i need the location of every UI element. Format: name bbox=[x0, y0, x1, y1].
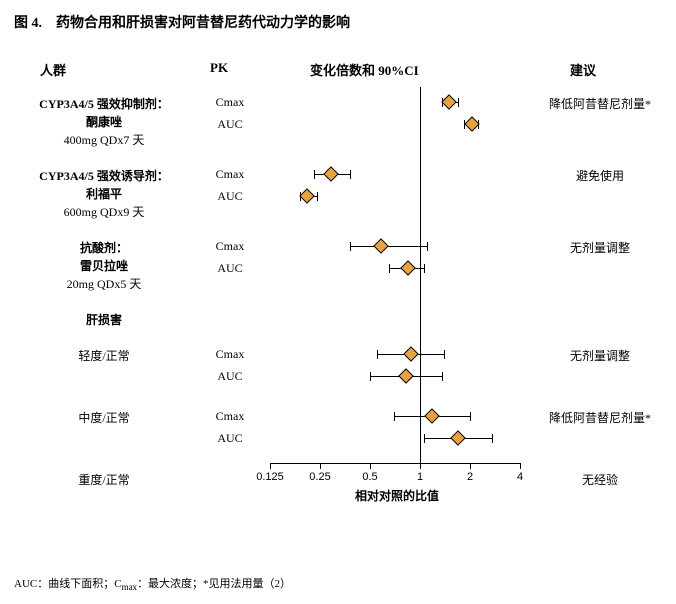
point-marker-diamond bbox=[424, 408, 440, 424]
group-label-line: 重度/正常 bbox=[14, 471, 194, 488]
pk-label: AUC bbox=[205, 261, 255, 276]
advice-label: 无经验 bbox=[535, 471, 665, 488]
x-tick bbox=[270, 463, 271, 469]
point-marker-diamond bbox=[373, 238, 389, 254]
col-pk: PK bbox=[210, 60, 228, 76]
advice-label: 无剂量调整 bbox=[535, 347, 665, 364]
pk-label: Cmax bbox=[205, 409, 255, 424]
group-label-line: 雷贝拉唑 bbox=[14, 257, 194, 274]
group-label-line: 利福平 bbox=[14, 185, 194, 202]
footnote: AUC：曲线下面积；Cmax：最大浓度；*见用法用量（2） bbox=[14, 575, 291, 592]
x-tick bbox=[470, 463, 471, 469]
ci-cap bbox=[442, 372, 443, 381]
ci-cap bbox=[370, 372, 371, 381]
ci-cap bbox=[389, 264, 390, 273]
group-label-line: 抗酸剂： bbox=[14, 239, 194, 256]
pk-label: AUC bbox=[205, 431, 255, 446]
group-label-line: 肝损害 bbox=[14, 311, 194, 328]
ci-cap bbox=[444, 350, 445, 359]
point-marker-diamond bbox=[450, 430, 466, 446]
pk-label: Cmax bbox=[205, 167, 255, 182]
advice-label: 无剂量调整 bbox=[535, 239, 665, 256]
x-tick-label: 1 bbox=[417, 471, 423, 483]
ci-cap bbox=[492, 434, 493, 443]
group-label-line: 400mg QDx7 天 bbox=[14, 131, 194, 148]
x-tick-label: 0.125 bbox=[256, 471, 284, 483]
point-marker-diamond bbox=[441, 94, 457, 110]
x-axis-line bbox=[270, 463, 520, 464]
pk-label: Cmax bbox=[205, 239, 255, 254]
advice-label: 避免使用 bbox=[535, 167, 665, 184]
x-tick-label: 0.25 bbox=[309, 471, 330, 483]
group-label-line: 600mg QDx9 天 bbox=[14, 203, 194, 220]
footnote-suffix: ：最大浓度；*见用法用量（2） bbox=[137, 578, 291, 590]
ci-cap bbox=[350, 170, 351, 179]
reference-line bbox=[420, 87, 421, 463]
ci-cap bbox=[317, 192, 318, 201]
x-tick bbox=[520, 463, 521, 469]
point-marker-diamond bbox=[400, 260, 416, 276]
advice-label: 降低阿昔替尼剂量* bbox=[535, 95, 665, 112]
col-advice: 建议 bbox=[570, 60, 596, 79]
x-tick-label: 4 bbox=[517, 471, 523, 483]
ci-cap bbox=[424, 434, 425, 443]
pk-label: AUC bbox=[205, 189, 255, 204]
advice-label: 降低阿昔替尼剂量* bbox=[535, 409, 665, 426]
x-tick-label: 0.5 bbox=[362, 471, 377, 483]
group-label-line: 轻度/正常 bbox=[14, 347, 194, 364]
footnote-sub: max bbox=[122, 582, 138, 592]
ci-cap bbox=[458, 98, 459, 107]
ci-cap bbox=[377, 350, 378, 359]
pk-label: Cmax bbox=[205, 95, 255, 110]
x-tick bbox=[370, 463, 371, 469]
pk-label: Cmax bbox=[205, 347, 255, 362]
x-tick bbox=[420, 463, 421, 469]
x-tick-label: 2 bbox=[467, 471, 473, 483]
x-tick bbox=[320, 463, 321, 469]
group-label-line: CYP3A4/5 强效诱导剂： bbox=[14, 167, 194, 184]
point-marker-diamond bbox=[398, 368, 414, 384]
point-marker-diamond bbox=[403, 346, 419, 362]
group-label-line: 20mg QDx5 天 bbox=[14, 275, 194, 292]
ci-cap bbox=[394, 412, 395, 421]
x-axis-title: 相对对照的比值 bbox=[355, 487, 439, 504]
group-label-line: 酮康唑 bbox=[14, 113, 194, 130]
point-marker-diamond bbox=[323, 166, 339, 182]
page-root: 图 4. 药物合用和肝损害对阿昔替尼药代动力学的影响 人群 PK 变化倍数和 9… bbox=[0, 0, 676, 604]
ci-cap bbox=[314, 170, 315, 179]
footnote-prefix: AUC：曲线下面积；C bbox=[14, 578, 122, 590]
group-label-line: 中度/正常 bbox=[14, 409, 194, 426]
ci-cap bbox=[470, 412, 471, 421]
group-label-line: CYP3A4/5 强效抑制剂： bbox=[14, 95, 194, 112]
ci-cap bbox=[427, 242, 428, 251]
pk-label: AUC bbox=[205, 369, 255, 384]
forest-plot-area: 0.1250.250.5124相对对照的比值 bbox=[260, 0, 525, 604]
pk-label: AUC bbox=[205, 117, 255, 132]
col-population: 人群 bbox=[40, 60, 66, 79]
ci-cap bbox=[350, 242, 351, 251]
point-marker-diamond bbox=[300, 188, 316, 204]
ci-cap bbox=[424, 264, 425, 273]
point-marker-diamond bbox=[464, 116, 480, 132]
